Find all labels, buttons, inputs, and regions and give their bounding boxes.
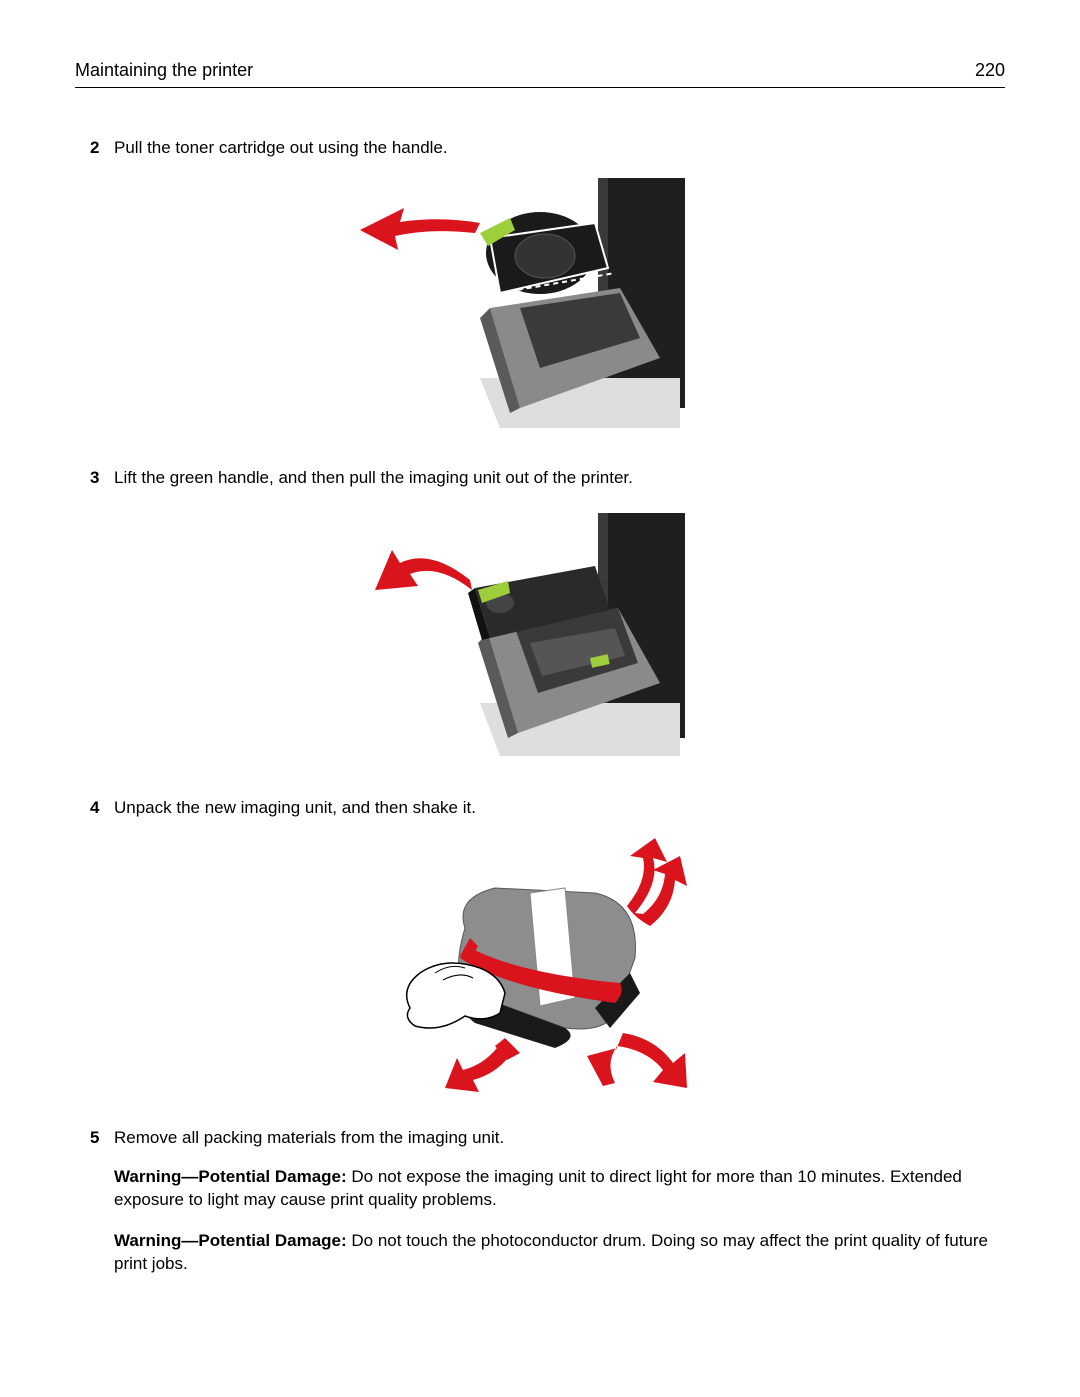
step-text: Lift the green handle, and then pull the… xyxy=(114,468,1005,488)
figure-step-4 xyxy=(75,838,1005,1098)
step-3: 3 Lift the green handle, and then pull t… xyxy=(90,468,1005,488)
step-text: Unpack the new imaging unit, and then sh… xyxy=(114,798,1005,818)
step-4: 4 Unpack the new imaging unit, and then … xyxy=(90,798,1005,818)
figure-step-3 xyxy=(75,508,1005,768)
header-title: Maintaining the printer xyxy=(75,60,253,81)
step-5: 5 Remove all packing materials from the … xyxy=(90,1128,1005,1148)
page-header: Maintaining the printer 220 xyxy=(75,60,1005,88)
step-text: Pull the toner cartridge out using the h… xyxy=(114,138,1005,158)
step-number: 3 xyxy=(90,468,114,488)
warning-label: Warning—Potential Damage: xyxy=(114,1167,347,1186)
page-number: 220 xyxy=(975,60,1005,81)
figure-step-2 xyxy=(75,178,1005,438)
step-text: Remove all packing materials from the im… xyxy=(114,1128,1005,1148)
step-number: 5 xyxy=(90,1128,114,1148)
warning-2: Warning—Potential Damage: Do not touch t… xyxy=(114,1230,1005,1276)
step-2: 2 Pull the toner cartridge out using the… xyxy=(90,138,1005,158)
step-number: 4 xyxy=(90,798,114,818)
step-number: 2 xyxy=(90,138,114,158)
warning-1: Warning—Potential Damage: Do not expose … xyxy=(114,1166,1005,1212)
warning-label: Warning—Potential Damage: xyxy=(114,1231,347,1250)
